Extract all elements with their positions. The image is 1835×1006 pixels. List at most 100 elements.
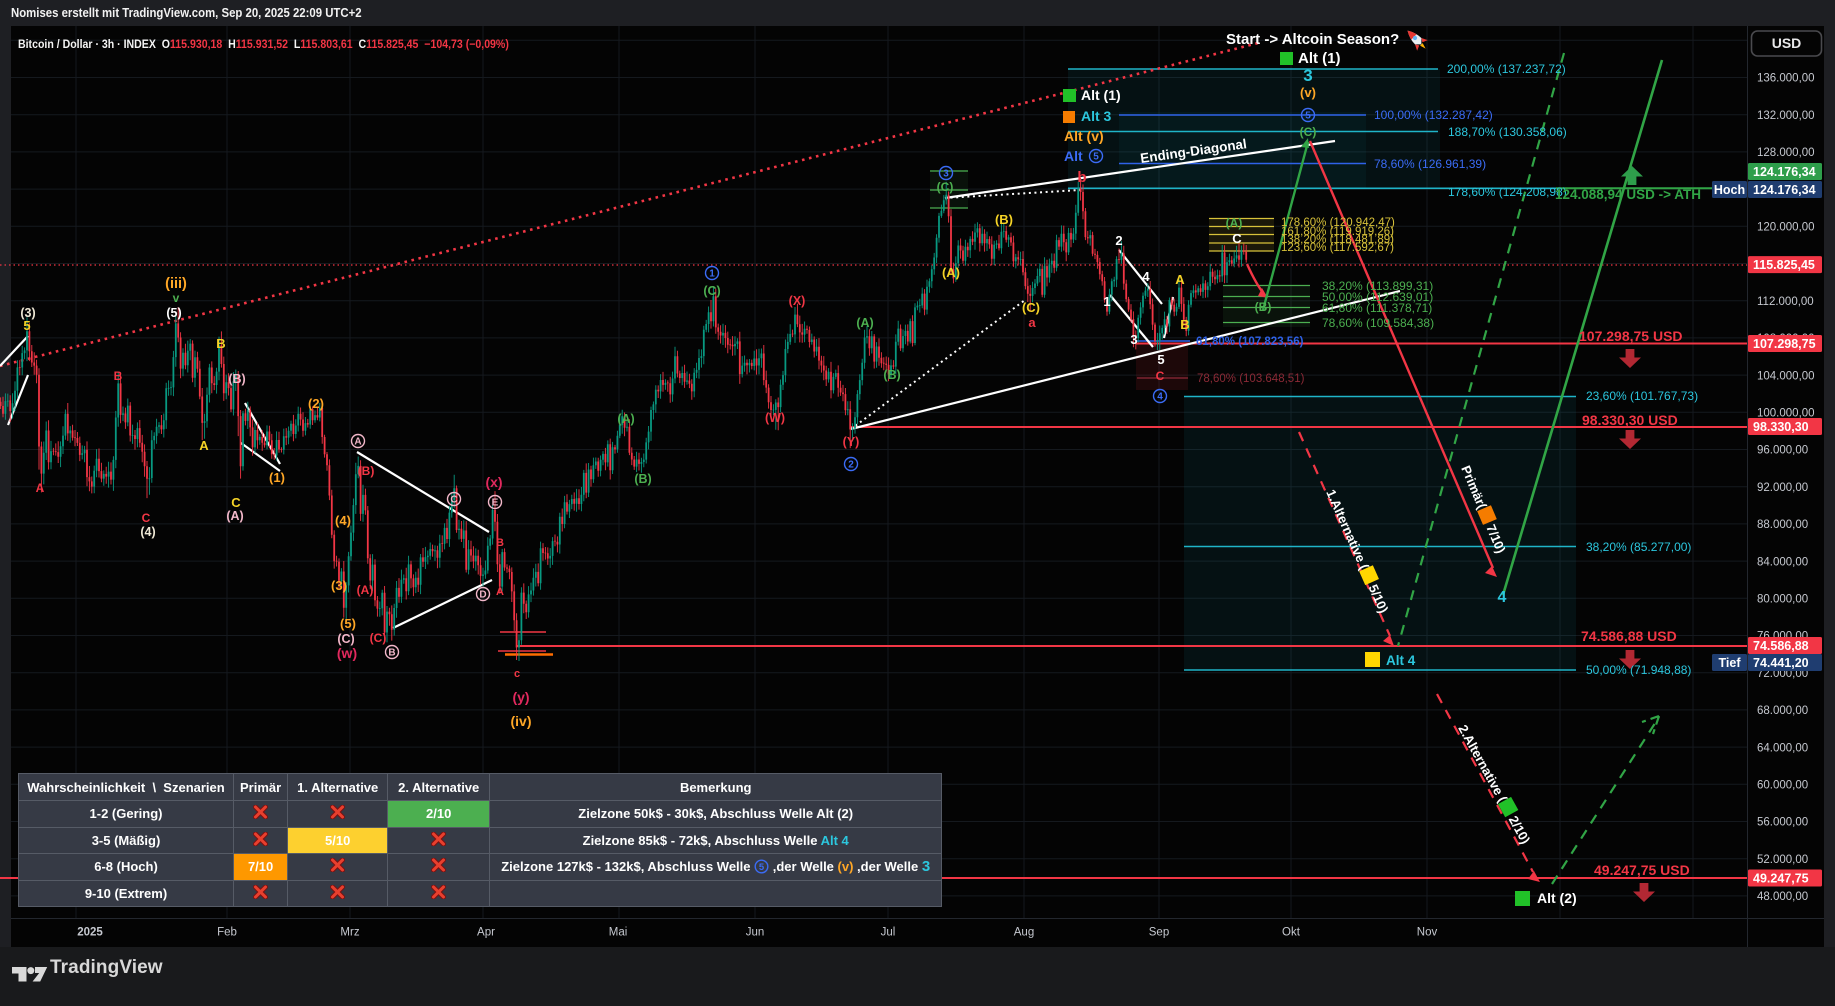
svg-text:3: 3 — [943, 169, 949, 180]
svg-text:74.586,88 USD: 74.586,88 USD — [1581, 628, 1677, 644]
svg-text:A: A — [496, 586, 504, 598]
svg-text:(A): (A) — [226, 509, 243, 523]
svg-text:38,20% (85.277,00): 38,20% (85.277,00) — [1586, 540, 1691, 554]
svg-text:5: 5 — [1157, 352, 1164, 367]
svg-text:(A): (A) — [942, 265, 960, 280]
svg-text:(4): (4) — [140, 525, 155, 539]
svg-text:123,60% (117.592,67): 123,60% (117.592,67) — [1281, 242, 1394, 254]
svg-text:5: 5 — [1093, 152, 1099, 163]
svg-text:4: 4 — [1157, 392, 1163, 403]
svg-text:92.000,00: 92.000,00 — [1757, 482, 1808, 494]
svg-text:Alt 4: Alt 4 — [1386, 653, 1416, 668]
svg-text:124.176,34: 124.176,34 — [1753, 183, 1816, 197]
svg-text:C: C — [1156, 369, 1165, 383]
svg-text:Alt 3: Alt 3 — [1081, 108, 1112, 124]
svg-text:61,80% (111.378,71): 61,80% (111.378,71) — [1322, 301, 1432, 315]
svg-text:98.330,30 USD: 98.330,30 USD — [1582, 412, 1678, 428]
svg-text:Jul: Jul — [881, 927, 896, 939]
svg-text:E: E — [492, 498, 499, 509]
svg-text:68.000,00: 68.000,00 — [1757, 705, 1808, 717]
svg-text:Tief: Tief — [1719, 656, 1742, 670]
svg-text:(v): (v) — [1300, 85, 1316, 100]
svg-text:5: 5 — [23, 318, 30, 333]
svg-text:A: A — [199, 438, 209, 453]
svg-text:Start -> Altcoin Season?: Start -> Altcoin Season? — [1226, 31, 1399, 48]
svg-text:a: a — [1028, 315, 1036, 330]
svg-text:4: 4 — [1498, 589, 1507, 606]
svg-text:104.000,00: 104.000,00 — [1757, 370, 1815, 382]
svg-text:132.000,00: 132.000,00 — [1757, 110, 1815, 122]
svg-text:B: B — [216, 336, 225, 351]
svg-text:Sep: Sep — [1149, 927, 1169, 939]
svg-text:B: B — [496, 537, 504, 549]
svg-text:64.000,00: 64.000,00 — [1757, 742, 1808, 754]
svg-text:80.000,00: 80.000,00 — [1757, 594, 1808, 606]
svg-text:96.000,00: 96.000,00 — [1757, 445, 1808, 457]
svg-text:Mai: Mai — [609, 927, 628, 939]
svg-text:(A): (A) — [1226, 216, 1243, 230]
svg-text:3: 3 — [1303, 66, 1312, 85]
svg-text:C: C — [1232, 231, 1242, 246]
svg-text:78,60% (126.961,39): 78,60% (126.961,39) — [1374, 157, 1486, 171]
svg-text:38,20% (113.899,31): 38,20% (113.899,31) — [1322, 279, 1433, 293]
svg-text:115.825,45: 115.825,45 — [1753, 258, 1815, 272]
svg-text:78,60% (109.584,38): 78,60% (109.584,38) — [1322, 316, 1434, 330]
svg-text:138,20% (118.481,89): 138,20% (118.481,89) — [1281, 234, 1394, 246]
svg-text:C: C — [450, 495, 457, 506]
svg-text:Apr: Apr — [477, 927, 495, 939]
svg-text:(C): (C) — [703, 284, 720, 298]
svg-text:(C): (C) — [337, 632, 354, 646]
svg-text:(B): (B) — [358, 464, 375, 478]
svg-text:107.298,75: 107.298,75 — [1753, 337, 1816, 351]
svg-text:(3): (3) — [20, 306, 35, 320]
svg-text:74.441,20: 74.441,20 — [1753, 656, 1809, 670]
svg-text:178,60% (124.208,98): 178,60% (124.208,98) — [1448, 185, 1567, 199]
svg-text:C: C — [231, 495, 241, 510]
svg-text:2: 2 — [848, 460, 854, 471]
svg-text:(C): (C) — [937, 180, 954, 194]
svg-text:49.247,75: 49.247,75 — [1753, 871, 1809, 885]
svg-text:120.000,00: 120.000,00 — [1757, 222, 1815, 234]
svg-text:c: c — [514, 668, 520, 680]
svg-text:5: 5 — [1305, 111, 1311, 122]
svg-text:(A): (A) — [617, 412, 634, 426]
svg-text:Nov: Nov — [1417, 927, 1438, 939]
svg-text:49.247,75 USD: 49.247,75 USD — [1594, 862, 1690, 878]
svg-text:88.000,00: 88.000,00 — [1757, 519, 1808, 531]
svg-text:4: 4 — [1142, 269, 1150, 284]
svg-text:v: v — [173, 291, 180, 305]
svg-text:Hoch: Hoch — [1714, 183, 1745, 197]
svg-text:(x): (x) — [485, 474, 502, 490]
svg-text:1: 1 — [1103, 294, 1110, 309]
svg-text:Jun: Jun — [746, 927, 765, 939]
svg-text:1: 1 — [709, 269, 715, 280]
svg-text:C: C — [142, 511, 151, 525]
svg-text:(3): (3) — [331, 578, 347, 593]
svg-text:B: B — [114, 369, 123, 383]
svg-text:(C): (C) — [1022, 300, 1040, 315]
svg-text:2025: 2025 — [77, 927, 103, 939]
svg-text:(1): (1) — [269, 470, 285, 485]
svg-text:48.000,00: 48.000,00 — [1757, 891, 1808, 903]
svg-text:(C): (C) — [1300, 125, 1317, 139]
svg-text:(5): (5) — [340, 616, 356, 631]
svg-text:B: B — [1180, 317, 1189, 332]
svg-text:5: 5 — [759, 862, 765, 873]
svg-text:50,00% (71.948,88): 50,00% (71.948,88) — [1586, 663, 1691, 677]
svg-text:128.000,00: 128.000,00 — [1757, 147, 1815, 159]
svg-text:Alt (v): Alt (v) — [1064, 128, 1104, 144]
svg-text:Alt: Alt — [1064, 148, 1083, 164]
svg-text:Feb: Feb — [217, 927, 237, 939]
svg-text:(C): (C) — [370, 631, 387, 645]
svg-text:(B): (B) — [883, 368, 900, 382]
svg-text:Alt (2): Alt (2) — [1537, 890, 1577, 906]
svg-text:124.088,94 USD -> ATH: 124.088,94 USD -> ATH — [1555, 187, 1701, 202]
svg-text:188,70% (130.358,06): 188,70% (130.358,06) — [1448, 125, 1567, 139]
svg-text:(Y): (Y) — [843, 435, 860, 449]
svg-text:(X): (X) — [789, 294, 806, 308]
svg-text:50,00% (112.639,01): 50,00% (112.639,01) — [1322, 290, 1433, 304]
svg-text:b: b — [1077, 169, 1086, 186]
svg-text:(B): (B) — [228, 372, 245, 386]
svg-text:2: 2 — [1115, 233, 1122, 248]
svg-text:Mrz: Mrz — [340, 927, 359, 939]
